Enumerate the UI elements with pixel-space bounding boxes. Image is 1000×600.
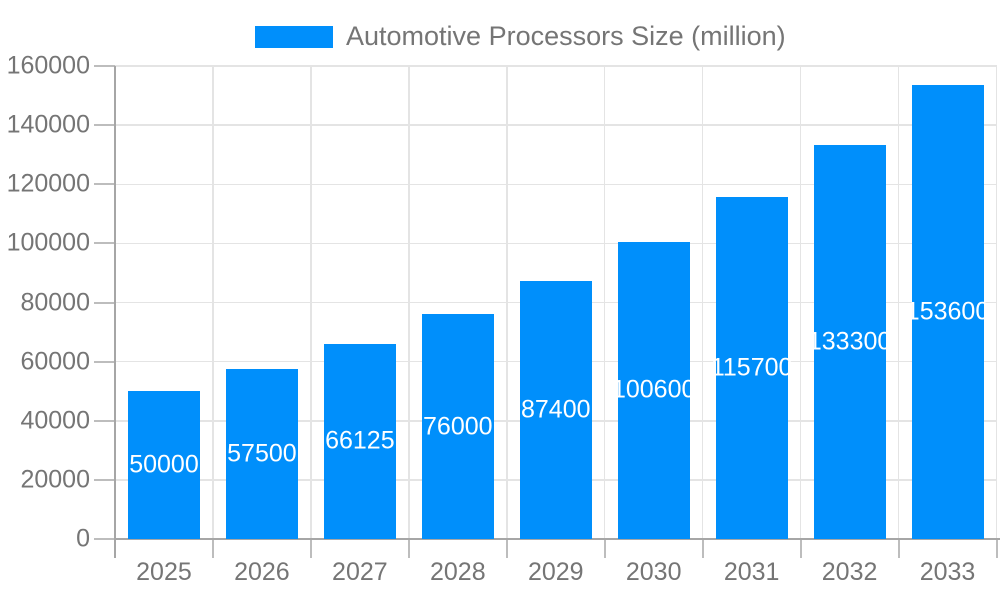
y-tick bbox=[94, 360, 115, 363]
x-tick bbox=[407, 539, 410, 558]
bar[interactable] bbox=[225, 369, 298, 539]
x-axis-label: 2030 bbox=[625, 558, 682, 586]
x-axis-label: 2032 bbox=[821, 558, 878, 586]
bar[interactable] bbox=[127, 391, 200, 539]
bar-value-label: 66125 bbox=[325, 426, 395, 455]
bar[interactable] bbox=[715, 196, 788, 539]
x-gridline bbox=[603, 66, 606, 539]
y-tick bbox=[94, 65, 115, 67]
x-gridline bbox=[701, 66, 704, 539]
legend-swatch bbox=[255, 25, 333, 48]
bar[interactable] bbox=[323, 343, 396, 539]
bar-value-label: 115700 bbox=[710, 353, 793, 382]
x-tick bbox=[995, 539, 998, 558]
y-tick bbox=[94, 124, 115, 127]
bar[interactable] bbox=[813, 144, 886, 539]
y-axis-label: 120000 bbox=[6, 169, 90, 198]
legend-label: Automotive Processors Size (million) bbox=[346, 21, 786, 51]
x-tick bbox=[701, 539, 704, 558]
y-axis-label: 80000 bbox=[20, 288, 90, 316]
y-axis-label: 140000 bbox=[6, 110, 90, 139]
y-axis-label: 160000 bbox=[6, 51, 90, 80]
y-axis-label: 20000 bbox=[20, 465, 90, 494]
x-tick bbox=[309, 539, 312, 558]
y-tick bbox=[94, 419, 115, 422]
x-gridline bbox=[506, 66, 508, 539]
x-gridline bbox=[408, 66, 410, 539]
x-axis-label: 2033 bbox=[919, 558, 976, 586]
x-gridline bbox=[995, 66, 998, 539]
x-tick bbox=[799, 539, 802, 558]
y-gridline bbox=[115, 242, 997, 245]
x-tick bbox=[603, 539, 606, 558]
y-gridline bbox=[115, 183, 997, 185]
bar[interactable] bbox=[911, 84, 984, 539]
y-axis-label: 40000 bbox=[20, 406, 90, 435]
x-axis-label: 2031 bbox=[723, 558, 780, 586]
y-axis-label: 60000 bbox=[20, 347, 90, 376]
bar[interactable] bbox=[617, 241, 690, 539]
y-gridline bbox=[115, 124, 997, 126]
x-axis-label: 2026 bbox=[234, 558, 290, 586]
bar-value-label: 133300 bbox=[807, 327, 892, 356]
x-axis-label: 2027 bbox=[332, 558, 388, 586]
legend[interactable]: Automotive Processors Size (million) bbox=[255, 23, 786, 50]
bar-value-label: 57500 bbox=[227, 439, 297, 468]
x-axis-line bbox=[115, 538, 1000, 540]
bar-value-label: 87400 bbox=[520, 395, 591, 424]
y-tick bbox=[94, 478, 115, 481]
x-gridline bbox=[310, 66, 312, 539]
x-gridline bbox=[799, 66, 802, 539]
x-axis-label: 2025 bbox=[136, 558, 192, 586]
x-axis-label: 2029 bbox=[527, 558, 584, 586]
y-axis-label: 100000 bbox=[6, 228, 90, 257]
bar[interactable] bbox=[519, 280, 592, 539]
y-tick bbox=[94, 301, 115, 304]
x-axis-label: 2028 bbox=[429, 558, 486, 586]
y-tick bbox=[94, 183, 115, 186]
x-tick bbox=[897, 539, 900, 558]
bar[interactable] bbox=[421, 314, 494, 539]
y-tick bbox=[94, 242, 115, 245]
bar-value-label: 50000 bbox=[129, 450, 199, 479]
bar-value-label: 100600 bbox=[611, 375, 696, 404]
y-gridline bbox=[115, 65, 997, 67]
y-axis-line bbox=[114, 66, 116, 558]
y-axis-label: 0 bbox=[76, 524, 90, 553]
x-tick bbox=[211, 539, 214, 558]
x-tick bbox=[505, 539, 508, 558]
y-tick bbox=[94, 538, 115, 540]
bar-value-label: 153600 bbox=[905, 297, 990, 326]
x-gridline bbox=[897, 66, 900, 539]
bar-value-label: 76000 bbox=[423, 412, 493, 441]
x-gridline bbox=[212, 66, 214, 539]
